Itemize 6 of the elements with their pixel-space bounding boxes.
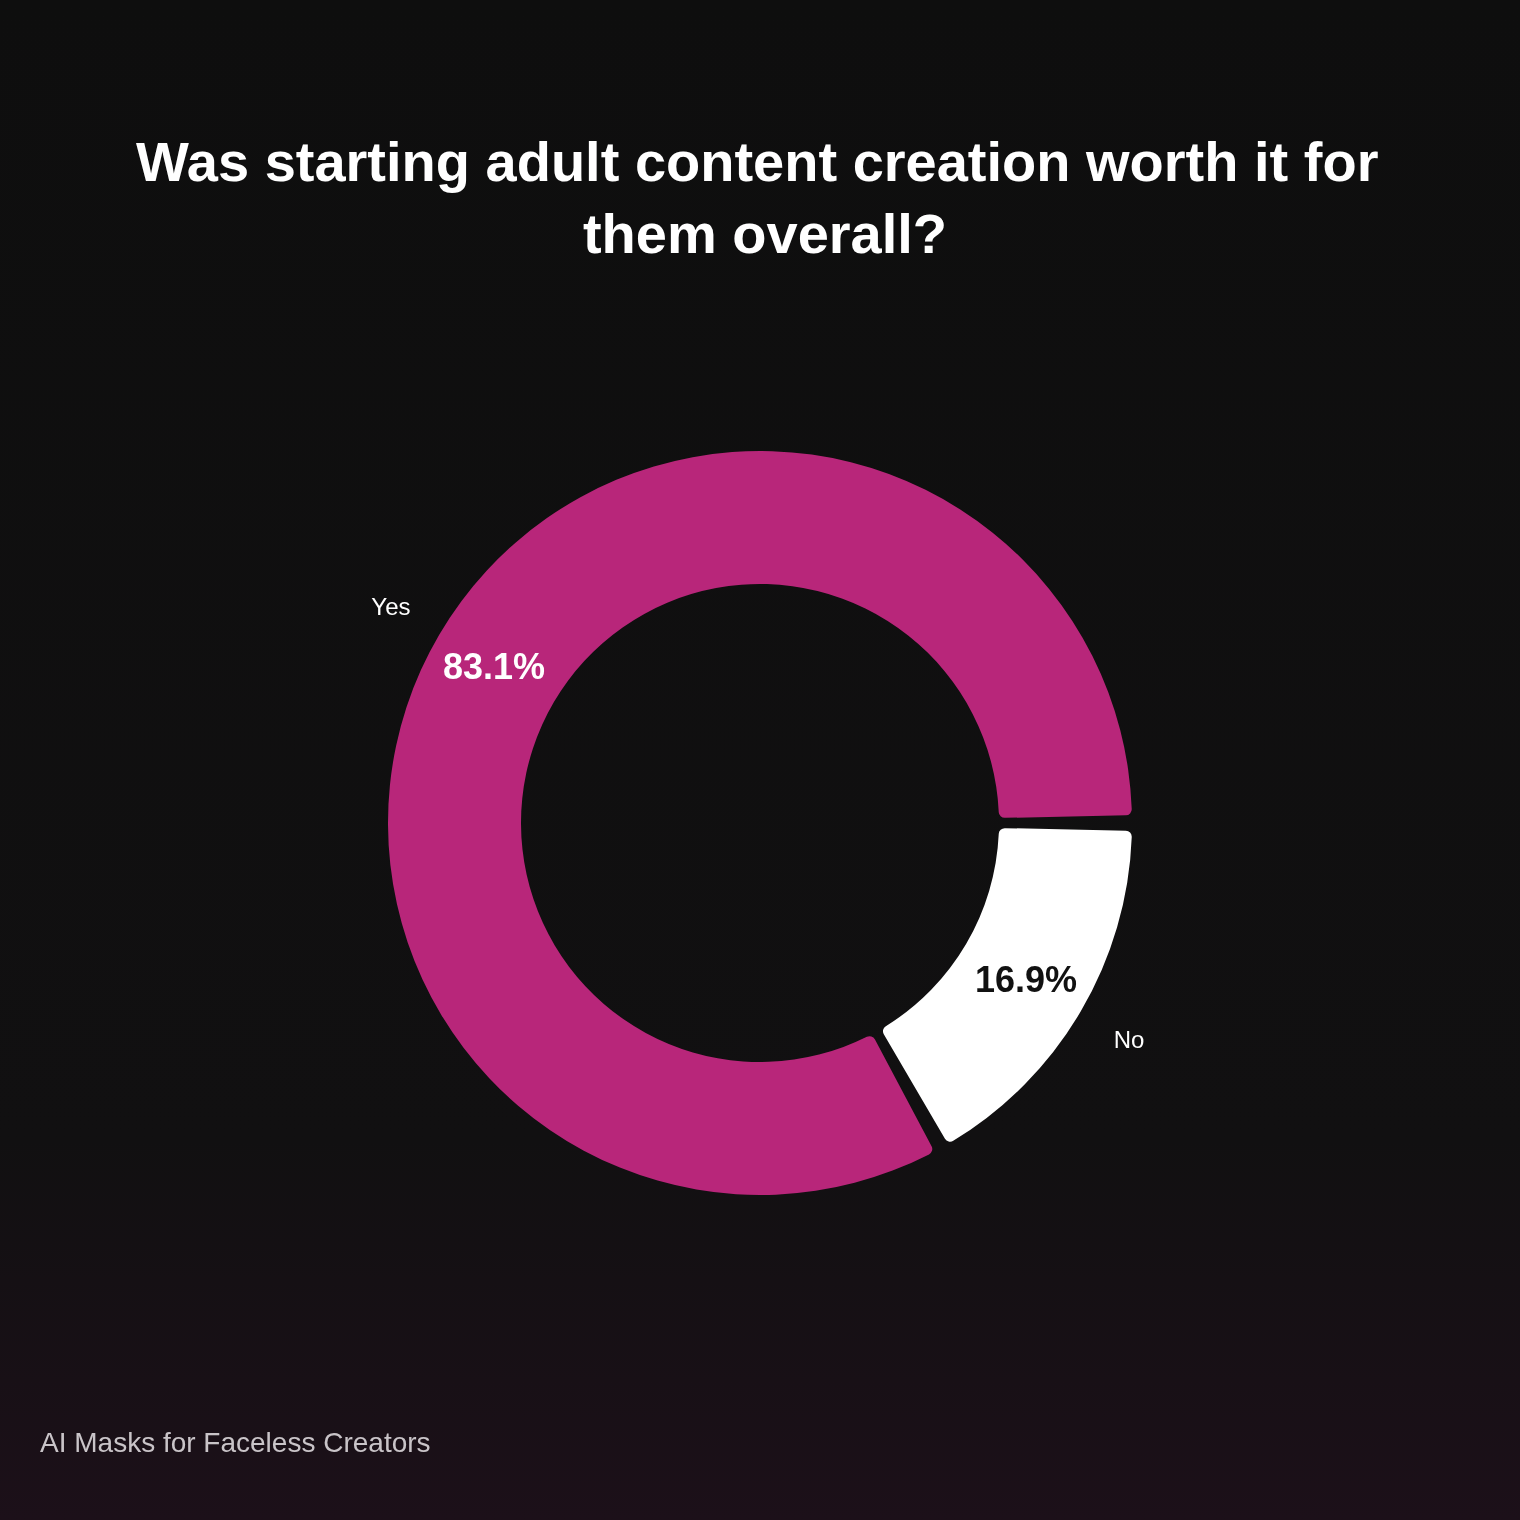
text: AI Masks for Faceless Creators [40, 1426, 431, 1458]
slice-label: No [1113, 1026, 1145, 1054]
slice-label: Yes [371, 592, 411, 620]
data-label: 16.9% [974, 958, 1078, 1000]
chart-title: Was starting adult content creation worth it for them overall? [136, 129, 1394, 265]
data-label: 83.1% [442, 646, 546, 688]
